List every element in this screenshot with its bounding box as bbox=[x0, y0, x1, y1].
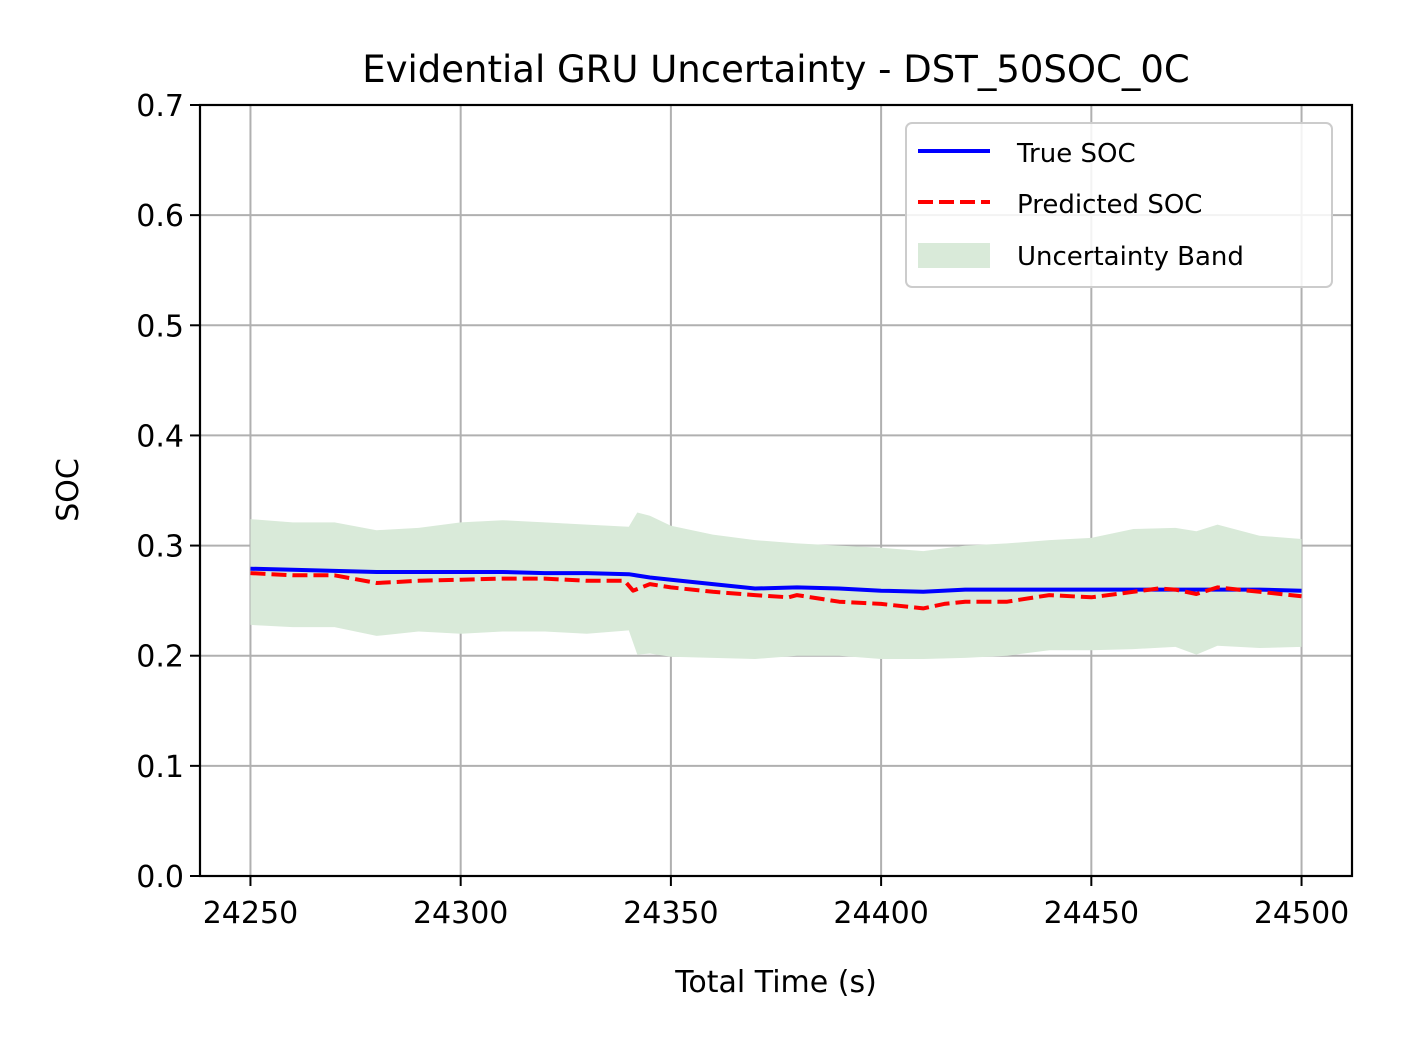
y-tick-label-6: 0.6 bbox=[136, 199, 184, 234]
x-tick-label-0: 24250 bbox=[203, 896, 298, 931]
legend-predicted-soc-label: Predicted SOC bbox=[1017, 190, 1202, 220]
x-tick-label-2: 24350 bbox=[623, 896, 718, 931]
x-axis-ticks: 24250 24300 24350 24400 24450 24500 bbox=[203, 876, 1349, 931]
y-tick-label-4: 0.4 bbox=[136, 419, 184, 454]
y-tick-label-5: 0.5 bbox=[136, 309, 184, 344]
y-tick-label-0: 0.0 bbox=[136, 860, 184, 895]
legend-uncertainty-band-label: Uncertainty Band bbox=[1017, 242, 1244, 272]
y-tick-label-1: 0.1 bbox=[136, 750, 184, 785]
x-tick-label-1: 24300 bbox=[413, 896, 508, 931]
legend-uncertainty-band-swatch bbox=[918, 243, 990, 268]
true-soc-line bbox=[250, 566, 1302, 594]
legend-true-soc-label: True SOC bbox=[1016, 139, 1136, 169]
y-axis-ticks: 0.0 0.1 0.2 0.3 0.4 0.5 0.6 0.7 bbox=[136, 89, 200, 895]
y-tick-label-2: 0.2 bbox=[136, 640, 184, 675]
uncertainty-band-fill bbox=[250, 512, 1302, 659]
plot-area-frame bbox=[198, 103, 1354, 878]
x-tick-label-5: 24500 bbox=[1254, 896, 1349, 931]
legend-box bbox=[905, 122, 1333, 288]
x-tick-label-3: 24400 bbox=[833, 896, 928, 931]
y-axis-title: SOC bbox=[51, 458, 86, 522]
uncertainty-band-area bbox=[250, 512, 1302, 659]
series-lines bbox=[250, 566, 1302, 611]
predicted-soc-line bbox=[250, 571, 1302, 611]
chart-title: Evidential GRU Uncertainty - DST_50SOC_0… bbox=[362, 48, 1190, 91]
y-tick-label-3: 0.3 bbox=[136, 530, 184, 565]
y-tick-label-7: 0.7 bbox=[136, 89, 184, 124]
x-axis-title: Total Time (s) bbox=[674, 965, 877, 1000]
legend: True SOC Predicted SOC Uncertainty Band bbox=[905, 122, 1333, 288]
x-tick-label-4: 24450 bbox=[1044, 896, 1139, 931]
